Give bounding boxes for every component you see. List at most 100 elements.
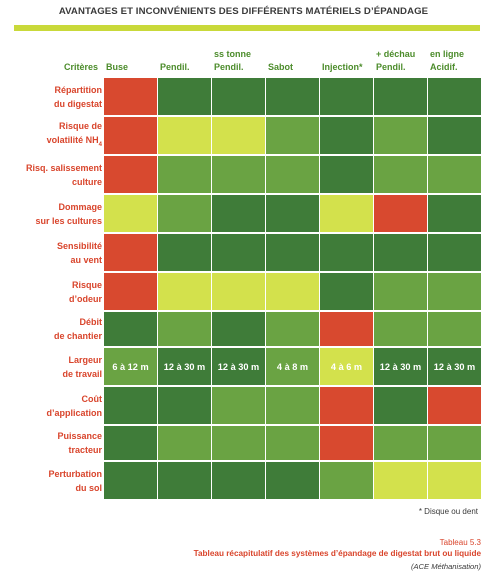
row-label-line2-text: d’application xyxy=(46,407,102,418)
column-header-line1: Pendil. xyxy=(160,62,190,72)
rating-cell xyxy=(158,273,211,310)
rating-cell xyxy=(320,234,373,271)
rating-cell xyxy=(374,312,427,346)
column-header-3: ss tonne Pendil. xyxy=(214,48,267,74)
table-row: Dommage sur les cultures xyxy=(14,195,484,232)
row-label-line1: Sensibilité xyxy=(56,240,102,251)
rating-cell: 6 à 12 m xyxy=(104,348,157,385)
table-title: AVANTAGES ET INCONVÉNIENTS DES DIFFÉRENT… xyxy=(58,6,429,17)
row-label-line1: Dommage xyxy=(58,201,102,212)
rating-cell xyxy=(428,312,481,346)
row-label-line2: du digestat xyxy=(54,97,102,111)
rating-cell xyxy=(374,78,427,115)
row-label-line2: de chantier xyxy=(54,329,102,343)
row-label: Dommage sur les cultures xyxy=(14,195,102,232)
table-row: Largeur de travail 6 à 12 m 12 à 30 m 12 à 3… xyxy=(14,348,484,385)
rating-cell xyxy=(320,273,373,310)
column-header-2: Pendil. xyxy=(160,61,213,74)
rating-cell xyxy=(266,117,319,154)
rating-cell xyxy=(104,462,157,499)
row-label-line1: Largeur xyxy=(68,354,102,365)
rating-cell xyxy=(158,78,211,115)
row-label-line2-text: de travail xyxy=(62,368,102,379)
rating-cell xyxy=(158,195,211,232)
column-header-line2: en ligne xyxy=(430,49,465,59)
rating-cell xyxy=(104,78,157,115)
rating-cell xyxy=(266,426,319,460)
column-header-line1: Acidif. xyxy=(430,62,458,72)
rating-cell xyxy=(212,117,265,154)
row-label-line1: Perturbation xyxy=(48,468,102,479)
table-row: Perturbation du sol xyxy=(14,462,484,499)
rating-cell xyxy=(158,426,211,460)
column-header-line2: + déchau xyxy=(376,49,416,59)
rating-cell xyxy=(158,387,211,424)
rating-cell xyxy=(428,234,481,271)
rating-cell xyxy=(428,78,481,115)
row-label-line2-text: sur les cultures xyxy=(35,215,102,226)
rating-cell xyxy=(320,387,373,424)
rating-cell xyxy=(374,462,427,499)
rating-cell xyxy=(104,273,157,310)
table-row: Répartition du digestat xyxy=(14,78,484,115)
rating-cell xyxy=(320,312,373,346)
rating-cell: 12 à 30 m xyxy=(158,348,211,385)
rating-cell xyxy=(104,426,157,460)
rating-cell xyxy=(320,117,373,154)
column-header-line1: Pendil. xyxy=(214,62,244,72)
rating-cell: 4 à 8 m xyxy=(266,348,319,385)
table-row: Puissance tracteur xyxy=(14,426,484,460)
rating-cell xyxy=(320,195,373,232)
row-label: Risque de volatilité NH4 xyxy=(14,117,102,154)
row-label-line2-text: d’odeur xyxy=(69,293,102,304)
rating-cell xyxy=(320,78,373,115)
row-label-line2: d’application xyxy=(46,406,102,420)
rating-cell xyxy=(428,273,481,310)
table-row: Sensibilité au vent xyxy=(14,234,484,271)
table-row: Risq. salissement culture xyxy=(14,156,484,193)
rating-cell xyxy=(374,234,427,271)
row-label-line2: sur les cultures xyxy=(35,214,102,228)
row-label-line1: Risque de xyxy=(58,121,102,132)
rating-cell xyxy=(428,387,481,424)
table-row: Risque d’odeur xyxy=(14,273,484,310)
title-underline-bar xyxy=(14,25,480,31)
rating-cell: 12 à 30 m xyxy=(428,348,481,385)
column-header-5: Injection* xyxy=(322,61,375,74)
rating-cell xyxy=(320,426,373,460)
row-label: Débit de chantier xyxy=(14,312,102,346)
rating-cell xyxy=(374,117,427,154)
column-header-line1: Injection* xyxy=(322,62,363,72)
rating-cell xyxy=(212,387,265,424)
rating-cell xyxy=(212,78,265,115)
row-label-line2-text: tracteur xyxy=(68,445,102,455)
rating-cell xyxy=(428,117,481,154)
row-label-line2: culture xyxy=(26,175,102,189)
rating-cell xyxy=(212,426,265,460)
rating-cell: 12 à 30 m xyxy=(374,348,427,385)
row-label-line1: Coût xyxy=(81,393,103,404)
rating-cell xyxy=(374,195,427,232)
column-header-line1: Sabot xyxy=(268,62,294,72)
rating-cell xyxy=(104,117,157,154)
rating-cell xyxy=(428,156,481,193)
caption-text: Tableau récapitulatif des systèmes d’épa… xyxy=(193,549,481,558)
row-label-line2: au vent xyxy=(57,253,102,267)
row-label: Perturbation du sol xyxy=(14,462,102,499)
row-label-subscript: 4 xyxy=(98,141,102,148)
rating-cell xyxy=(212,195,265,232)
rating-cell xyxy=(266,273,319,310)
row-label-line1: Risq. salissement xyxy=(25,162,102,173)
rating-cell xyxy=(158,234,211,271)
rating-cell xyxy=(104,156,157,193)
rating-cell xyxy=(266,234,319,271)
column-header-line2: ss tonne xyxy=(214,49,252,59)
rating-cell xyxy=(320,462,373,499)
rating-cell xyxy=(158,462,211,499)
row-label-line2-text: au vent xyxy=(70,254,102,265)
row-label: Risq. salissement culture xyxy=(14,156,102,193)
rating-cell xyxy=(428,426,481,460)
rating-cell xyxy=(266,195,319,232)
row-label: Répartition du digestat xyxy=(14,78,102,115)
column-header-line1: Buse xyxy=(106,62,129,72)
